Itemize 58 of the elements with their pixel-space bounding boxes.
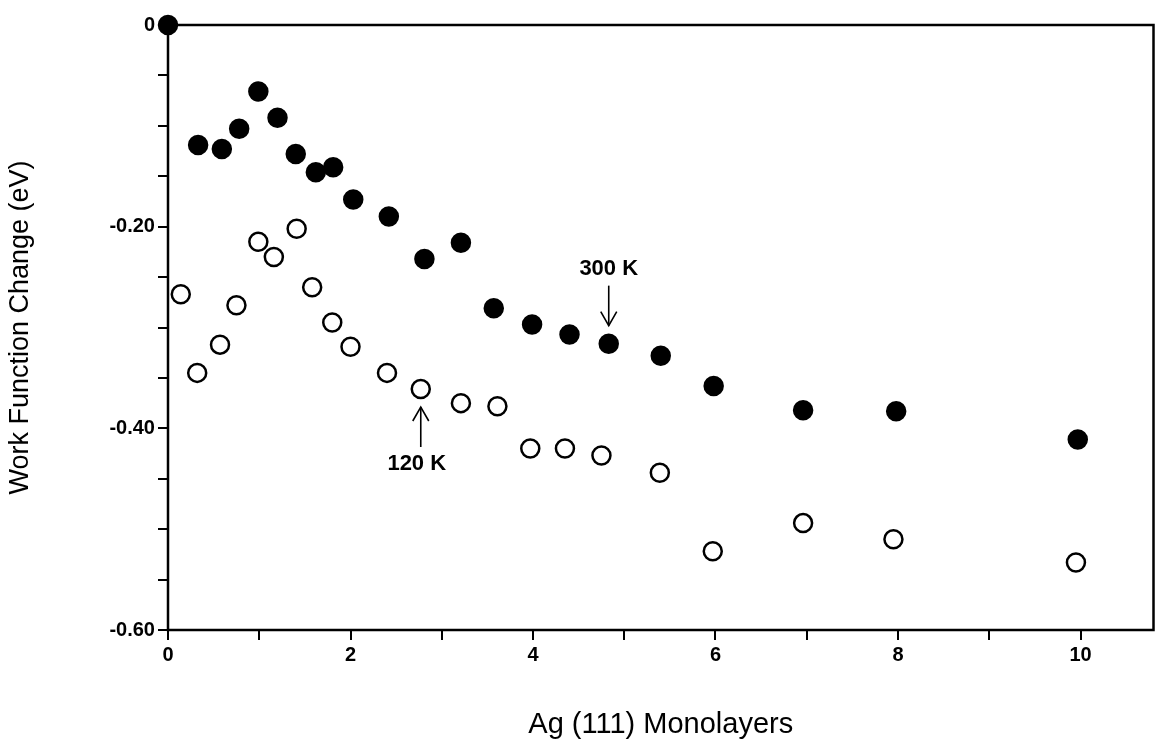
point: [322, 156, 344, 178]
point: [305, 161, 327, 183]
point: [301, 276, 323, 298]
point: [186, 362, 208, 384]
annotation: 300 K: [579, 254, 639, 280]
x-axis-title: Ag (111) Monolayers: [528, 706, 794, 739]
point: [450, 392, 472, 414]
point: [187, 134, 209, 156]
point: [792, 399, 814, 421]
point: [285, 143, 306, 165]
y-tick-label: -0.40: [109, 415, 155, 438]
point: [410, 378, 432, 400]
point: [792, 512, 814, 534]
x-tick-label: 0: [162, 642, 174, 665]
point: [1067, 429, 1089, 450]
point: [226, 295, 247, 316]
point: [340, 336, 361, 357]
point: [248, 231, 269, 253]
annotation: 120 K: [387, 450, 447, 476]
point: [591, 445, 612, 466]
point: [378, 206, 400, 227]
point: [376, 362, 398, 384]
point: [286, 218, 307, 239]
point: [885, 400, 907, 422]
point: [883, 529, 904, 550]
y-tick-label: 0: [143, 12, 155, 35]
point: [209, 334, 231, 355]
point: [228, 118, 250, 140]
point: [702, 541, 724, 562]
point: [649, 462, 671, 483]
point: [263, 246, 285, 268]
point: [483, 298, 505, 319]
x-tick-label: 6: [709, 642, 722, 665]
point: [1065, 552, 1087, 573]
point: [703, 375, 724, 397]
point: [342, 189, 364, 210]
point: [267, 107, 288, 129]
x-tick-label: 4: [527, 642, 540, 665]
point: [414, 248, 435, 270]
point: [559, 324, 580, 345]
x-tick-label: 8: [892, 642, 904, 665]
y-axis-title: Work Function Change (eV): [3, 160, 34, 495]
point: [211, 138, 233, 160]
point: [598, 333, 619, 354]
point: [450, 232, 472, 254]
y-tick-label: -0.20: [109, 214, 155, 237]
point: [487, 395, 508, 417]
point: [322, 312, 343, 333]
point: [248, 81, 269, 102]
point: [521, 314, 543, 335]
x-tick-label: 2: [344, 642, 357, 665]
y-tick-label: -0.60: [109, 617, 155, 640]
x-tick-label: 10: [1069, 642, 1092, 665]
point: [170, 283, 192, 305]
point: [520, 438, 541, 459]
point: [157, 14, 179, 36]
point: [650, 345, 671, 366]
point: [554, 438, 576, 459]
